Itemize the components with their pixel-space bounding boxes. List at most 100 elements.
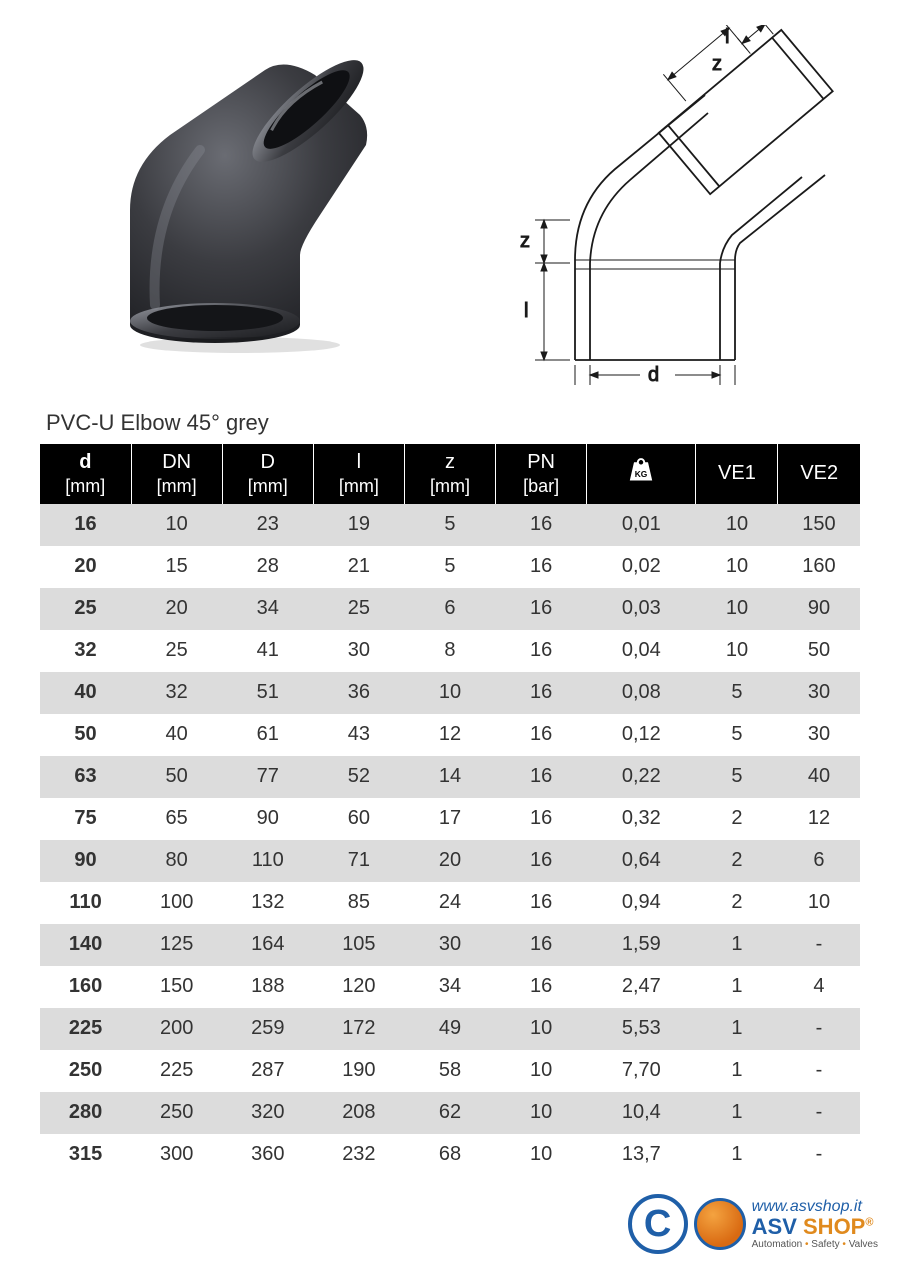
table-cell: 172 (313, 1008, 404, 1050)
table-cell: 5 (404, 546, 495, 588)
table-row: 25022528719058107,701- (40, 1050, 860, 1092)
table-cell: 10 (696, 504, 778, 546)
table-cell: 10 (496, 1092, 587, 1134)
table-cell: 77 (222, 756, 313, 798)
table-title: PVC-U Elbow 45° grey (0, 400, 900, 444)
table-row: 22520025917249105,531- (40, 1008, 860, 1050)
table-cell: 100 (131, 882, 222, 924)
table-cell: 140 (40, 924, 131, 966)
table-cell: 1 (696, 966, 778, 1008)
brand-watermark: C www.asvshop.it ASV SHOP® Automation • … (628, 1194, 878, 1254)
table-cell: 5 (404, 504, 495, 546)
table-cell: 85 (313, 882, 404, 924)
table-cell: 16 (496, 924, 587, 966)
table-cell: 40 (778, 756, 860, 798)
brand-site: www.asvshop.it (752, 1198, 878, 1216)
table-cell: 6 (778, 840, 860, 882)
table-cell: 34 (404, 966, 495, 1008)
table-cell: 13,7 (587, 1134, 696, 1176)
table-cell: 5 (696, 756, 778, 798)
table-cell: 20 (131, 588, 222, 630)
dim-label-z-left: z (520, 230, 530, 252)
table-cell: 16 (496, 966, 587, 1008)
table-cell: 20 (40, 546, 131, 588)
table-cell: 16 (496, 798, 587, 840)
table-row: 7565906017160,32212 (40, 798, 860, 840)
table-cell: 10 (696, 588, 778, 630)
table-cell: 320 (222, 1092, 313, 1134)
table-cell: 10,4 (587, 1092, 696, 1134)
table-cell: 208 (313, 1092, 404, 1134)
table-cell: 16 (496, 504, 587, 546)
table-header: d[mm]DN[mm]D[mm]l[mm]z[mm]PN[bar]KGVE1VE… (40, 444, 860, 504)
table-cell: 5,53 (587, 1008, 696, 1050)
table-row: 14012516410530161,591- (40, 924, 860, 966)
table-cell: - (778, 924, 860, 966)
brand-text: www.asvshop.it ASV SHOP® Automation • Sa… (752, 1198, 878, 1251)
table-cell: 10 (696, 546, 778, 588)
col-header: PN[bar] (496, 444, 587, 504)
table-cell: 120 (313, 966, 404, 1008)
table-cell: 52 (313, 756, 404, 798)
table-cell: 150 (131, 966, 222, 1008)
table-cell: 90 (778, 588, 860, 630)
table-cell: 190 (313, 1050, 404, 1092)
table-cell: 40 (131, 714, 222, 756)
table-cell: 125 (131, 924, 222, 966)
table-row: 6350775214160,22540 (40, 756, 860, 798)
table-cell: 30 (778, 714, 860, 756)
table-cell: 1 (696, 1134, 778, 1176)
table-row: 16015018812034162,4714 (40, 966, 860, 1008)
table-cell: 16 (496, 588, 587, 630)
table-cell: 32 (131, 672, 222, 714)
dim-label-l-left: l (524, 300, 528, 322)
col-header: DN[mm] (131, 444, 222, 504)
table-cell: 0,01 (587, 504, 696, 546)
col-header: l[mm] (313, 444, 404, 504)
table-cell: 43 (313, 714, 404, 756)
table-cell: 15 (131, 546, 222, 588)
table-cell: 41 (222, 630, 313, 672)
table-cell: 200 (131, 1008, 222, 1050)
table-cell: 23 (222, 504, 313, 546)
table-cell: 14 (404, 756, 495, 798)
table-cell: 0,12 (587, 714, 696, 756)
table-cell: 16 (496, 546, 587, 588)
table-row: 322541308160,041050 (40, 630, 860, 672)
table-cell: 51 (222, 672, 313, 714)
table-cell: 1 (696, 1008, 778, 1050)
table-cell: 16 (496, 840, 587, 882)
col-header: z[mm] (404, 444, 495, 504)
dim-label-l-top: l (725, 26, 729, 48)
table-cell: 49 (404, 1008, 495, 1050)
table-row: 5040614312160,12530 (40, 714, 860, 756)
table-cell: 58 (404, 1050, 495, 1092)
table-cell: 20 (404, 840, 495, 882)
table-cell: 110 (40, 882, 131, 924)
table-cell: 164 (222, 924, 313, 966)
table-cell: 2 (696, 798, 778, 840)
table-cell: 225 (40, 1008, 131, 1050)
table-cell: 10 (778, 882, 860, 924)
table-cell: 68 (404, 1134, 495, 1176)
table-cell: 50 (40, 714, 131, 756)
table-cell: 50 (131, 756, 222, 798)
table-cell: - (778, 1134, 860, 1176)
table-cell: - (778, 1050, 860, 1092)
table-cell: 287 (222, 1050, 313, 1092)
table-cell: 10 (404, 672, 495, 714)
table-cell: 4 (778, 966, 860, 1008)
table-cell: 65 (131, 798, 222, 840)
brand-name: ASV SHOP® (752, 1215, 878, 1239)
table-cell: 280 (40, 1092, 131, 1134)
svg-text:KG: KG (635, 469, 648, 479)
table-row: 315300360232681013,71- (40, 1134, 860, 1176)
table-cell: 5 (696, 714, 778, 756)
table-cell: 10 (696, 630, 778, 672)
table-cell: 16 (496, 714, 587, 756)
table-cell: 90 (40, 840, 131, 882)
table-cell: 1,59 (587, 924, 696, 966)
table-cell: 10 (496, 1050, 587, 1092)
table-cell: 0,04 (587, 630, 696, 672)
table-cell: 5 (696, 672, 778, 714)
